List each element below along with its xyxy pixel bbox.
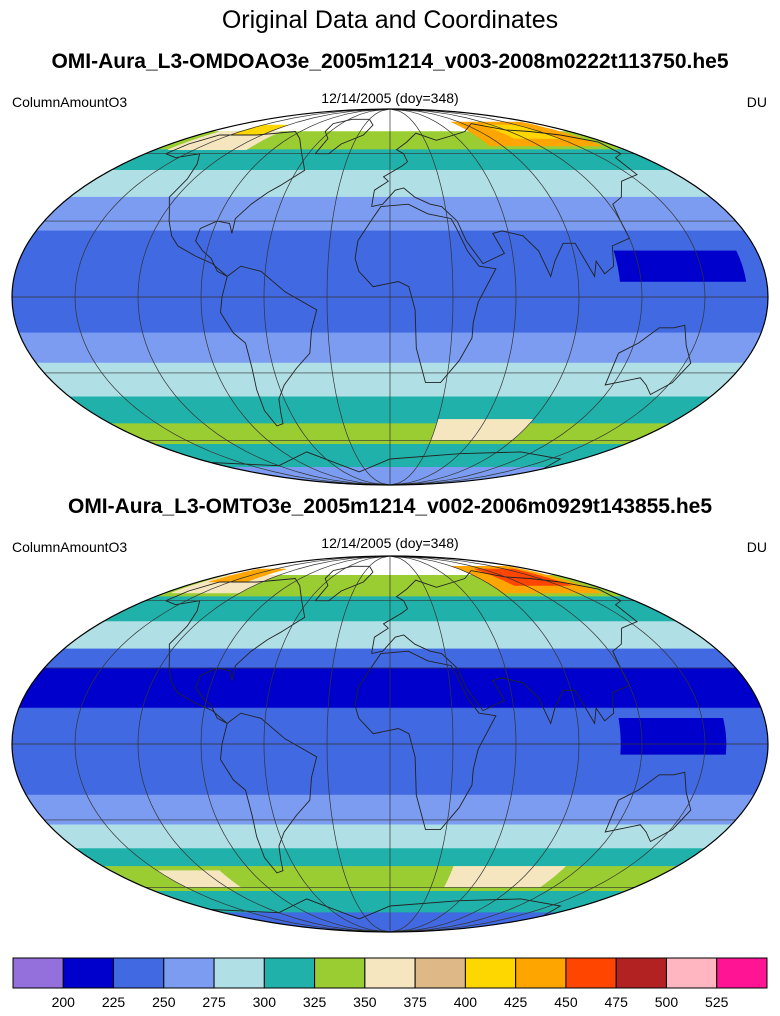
meridian-line	[137, 108, 391, 486]
coastline-south-america	[220, 712, 318, 874]
map-border	[11, 555, 769, 933]
meridian-line	[389, 555, 454, 933]
coastline-north-america	[164, 131, 306, 277]
colorbar-tick-label: 200	[51, 994, 75, 1010]
colorbar-swatch	[314, 957, 366, 989]
meridian-line	[200, 555, 391, 933]
meridian-line	[74, 555, 391, 933]
panel-2-units-label: DU	[746, 539, 767, 555]
meridian-line	[263, 108, 391, 486]
meridian-line	[389, 555, 580, 933]
coastline-australia	[604, 324, 692, 396]
meridian-line	[389, 555, 517, 933]
meridian-line	[389, 108, 580, 486]
panel-1-variable-label: ColumnAmountO3	[12, 94, 128, 110]
figure-title: Original Data and Coordinates	[221, 6, 559, 34]
meridian-line	[137, 555, 391, 933]
meridian-line	[326, 555, 391, 933]
graticule	[12, 555, 768, 933]
map-border	[11, 108, 769, 486]
meridian-line	[389, 108, 706, 486]
colorbar-tick-label: 225	[101, 994, 126, 1010]
meridian-line	[389, 108, 643, 486]
graticule	[12, 108, 768, 486]
coastline-south-america	[220, 265, 318, 427]
colorbar-swatch	[364, 957, 416, 989]
meridian-line	[263, 555, 391, 933]
colorbar-tick-label: 350	[353, 994, 377, 1010]
panel-2-variable-label: ColumnAmountO3	[12, 539, 128, 555]
colorbar	[12, 957, 768, 989]
colorbar-swatch	[515, 957, 567, 989]
colorbar-tick-label: 275	[202, 994, 226, 1010]
colorbar-tick-label: 400	[453, 994, 478, 1010]
coastline-australia	[604, 771, 692, 843]
colorbar-swatch	[263, 957, 316, 989]
panel-1-title: OMI-Aura_L3-OMDOAO3e_2005m1214_v003-2008…	[51, 50, 729, 73]
ozone-patch	[618, 718, 727, 755]
colorbar-swatch	[716, 957, 768, 989]
ozone-patch	[613, 250, 747, 282]
colorbar-tick-label: 300	[252, 994, 277, 1010]
colorbar-swatch	[113, 957, 165, 989]
meridian-line	[389, 555, 706, 933]
colorbar-swatch	[414, 957, 466, 989]
coastline-north-america	[164, 578, 306, 724]
meridian-line	[389, 555, 643, 933]
colorbar-swatch	[565, 957, 617, 989]
colorbar-swatch	[213, 957, 265, 989]
colorbar-swatch	[62, 957, 115, 989]
panel-2-map	[11, 555, 769, 933]
panel-2-date-label: 12/14/2005 (doy=348)	[321, 535, 459, 551]
panel-1-map	[11, 108, 769, 486]
meridian-line	[326, 108, 391, 486]
colorbar-tick-label: 250	[152, 994, 176, 1010]
colorbar-swatch	[615, 957, 667, 989]
coastline-africa	[354, 203, 497, 384]
colorbar-swatch	[163, 957, 215, 989]
panel-1-date-label: 12/14/2005 (doy=348)	[321, 90, 459, 106]
meridian-line	[389, 108, 517, 486]
colorbar-swatch	[464, 957, 517, 989]
meridian-line	[389, 108, 454, 486]
panel-2-title: OMI-Aura_L3-OMTO3e_2005m1214_v002-2006m0…	[67, 495, 713, 518]
meridian-line	[74, 108, 391, 486]
colorbar-tick-label: 425	[503, 994, 528, 1010]
coastline-africa	[354, 650, 497, 831]
colorbar-tick-label: 500	[654, 994, 679, 1010]
colorbar-tick-label: 475	[604, 994, 628, 1010]
ozone-patch	[474, 568, 571, 586]
colorbar-tick-label: 525	[705, 994, 729, 1010]
panel-1-units-label: DU	[746, 94, 767, 110]
colorbar-swatch	[12, 957, 64, 989]
colorbar-swatch	[665, 957, 718, 989]
colorbar-tick-label: 375	[403, 994, 427, 1010]
meridian-line	[200, 108, 391, 486]
colorbar-tick-label: 325	[302, 994, 327, 1010]
colorbar-tick-label: 450	[554, 994, 578, 1010]
